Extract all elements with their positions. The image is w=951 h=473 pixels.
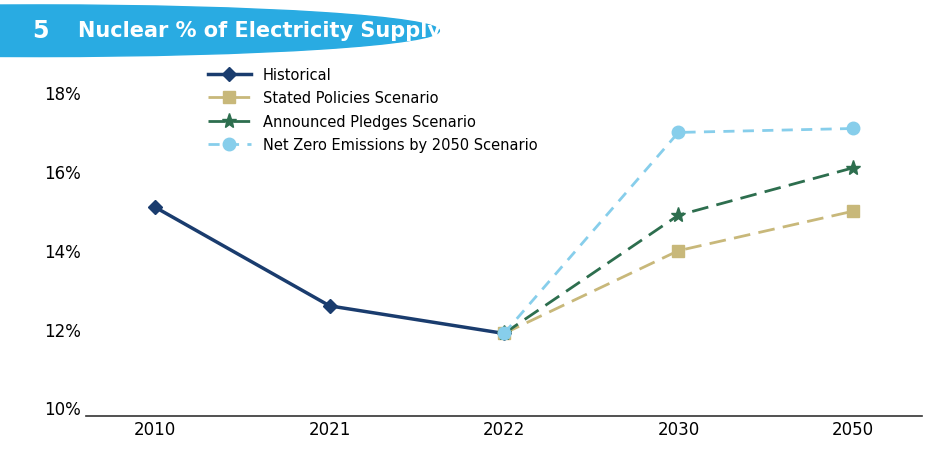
Text: 5: 5 (31, 19, 49, 43)
Legend: Historical, Stated Policies Scenario, Announced Pledges Scenario, Net Zero Emiss: Historical, Stated Policies Scenario, An… (202, 61, 543, 159)
Circle shape (0, 5, 439, 57)
Text: Nuclear % of Electricity Supply: Nuclear % of Electricity Supply (78, 21, 441, 41)
